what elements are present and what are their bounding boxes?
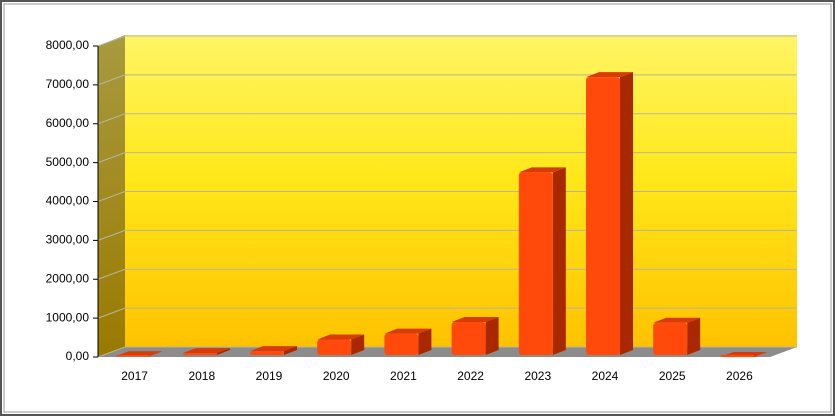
bar-top xyxy=(250,346,297,352)
x-tick-label: 2019 xyxy=(256,369,283,383)
x-tick-label: 2022 xyxy=(457,369,484,383)
x-tick-label: 2024 xyxy=(592,369,619,383)
bar-side xyxy=(418,328,432,355)
y-tick-label: 6000,00 xyxy=(46,116,90,130)
grid-line-side xyxy=(97,113,126,125)
bar-top xyxy=(586,72,633,78)
bar-top xyxy=(115,351,163,357)
y-tick-label: 3000,00 xyxy=(46,233,90,247)
y-tick-label: 1000,00 xyxy=(46,310,90,324)
grid-line-side xyxy=(97,346,126,358)
y-tick-label: 4000,00 xyxy=(46,194,90,208)
bar xyxy=(384,333,419,355)
bar xyxy=(182,353,217,355)
bar xyxy=(115,355,150,357)
grid-line-side xyxy=(97,229,126,241)
grid-line-side xyxy=(97,74,126,86)
grid-line-side xyxy=(97,152,126,164)
bar xyxy=(317,339,352,355)
bar-top xyxy=(518,167,566,173)
inner-frame xyxy=(3,3,832,413)
bar-side xyxy=(216,348,230,355)
grid-line-side xyxy=(97,35,126,47)
bar-top xyxy=(317,334,365,340)
bar-top xyxy=(653,317,701,323)
x-tick-label: 2017 xyxy=(121,369,148,383)
x-tick-label: 2026 xyxy=(726,369,753,383)
y-tick-label: 7000,00 xyxy=(46,77,90,91)
grid-line-side xyxy=(97,268,126,280)
x-tick-label: 2018 xyxy=(188,369,215,383)
bar-side xyxy=(687,317,701,355)
bar-side xyxy=(284,346,297,355)
bar-side xyxy=(552,167,566,355)
x-tick-label: 2025 xyxy=(659,369,686,383)
bar xyxy=(518,172,553,355)
bar-side xyxy=(485,317,499,355)
y-tick-label: 5000,00 xyxy=(46,155,90,169)
bar-side xyxy=(620,72,633,355)
x-tick-label: 2023 xyxy=(524,369,551,383)
bar-top xyxy=(182,348,230,354)
bar xyxy=(586,77,620,355)
grid-line-side xyxy=(97,307,126,319)
bar xyxy=(451,322,486,355)
bar-top xyxy=(384,328,432,334)
bar xyxy=(653,322,688,355)
bar xyxy=(250,351,284,355)
bar xyxy=(720,355,755,357)
y-tick-label: 0,00 xyxy=(66,349,90,363)
bar-top xyxy=(451,317,499,323)
y-tick-label: 8000,00 xyxy=(46,38,90,52)
bar-side xyxy=(351,334,365,355)
x-tick-label: 2021 xyxy=(390,369,417,383)
x-tick-label: 2020 xyxy=(323,369,350,383)
grid-line-side xyxy=(97,191,126,202)
y-tick-label: 2000,00 xyxy=(46,271,90,285)
